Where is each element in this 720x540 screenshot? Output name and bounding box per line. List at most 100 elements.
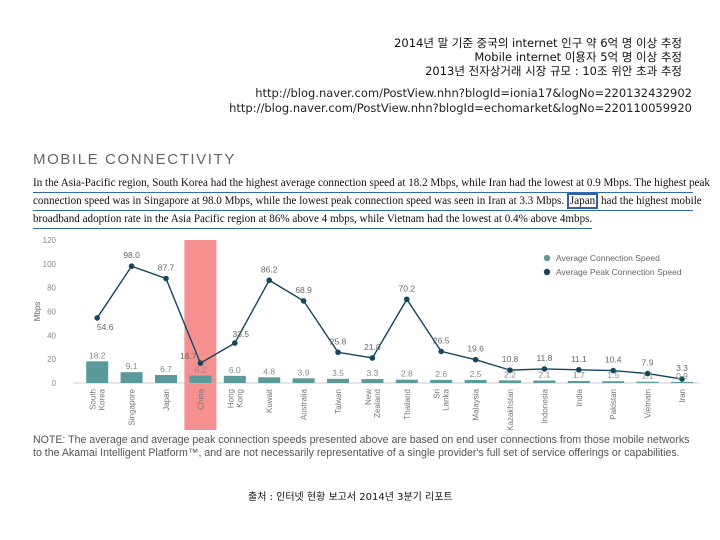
peak-value-label: 16.7 [180,351,197,361]
peak-value-label: 10.4 [605,355,622,365]
peak-value-label: 21.0 [364,342,381,352]
y-tick-label: 120 [43,236,57,245]
peak-point-5 [266,277,273,284]
peak-point-7 [335,349,341,356]
legend-label-peak: Average Peak Connection Speed [556,267,682,277]
peak-point-10 [438,348,445,355]
category-label: Singapore [128,388,137,425]
category-label: Pakistan [609,389,618,420]
peak-value-label: 25.8 [330,336,347,346]
bar-value-label: 18.2 [89,350,106,360]
category-label: Sri [433,389,442,399]
summary-line-3: broadband adoption rate in the Asia Paci… [33,211,593,229]
section-title: MOBILE CONNECTIVITY [33,151,236,168]
bar-value-label: 6.2 [194,365,206,375]
peak-value-label: 68.9 [295,285,312,295]
bar-value-label: 1.7 [573,370,585,380]
category-label: Iran [678,389,687,403]
bar-average-14 [567,380,590,383]
summary-line-2-end: had the highest mobile [600,195,702,207]
bar-average-4 [223,375,246,383]
bar-value-label: 4.8 [263,366,275,376]
peak-value-label: 54.6 [97,322,114,332]
category-label: Kuwait [265,388,274,413]
y-tick-label: 20 [47,355,56,364]
peak-value-label: 11.8 [536,353,552,363]
bar-value-label: 3.5 [332,368,344,378]
source-credit: 출처 : 인터넷 현황 보고서 2014년 3분기 리포트 [248,492,453,503]
bar-value-label: 2.6 [435,369,447,379]
source-urls: http://blog.naver.com/PostView.nhn?blogI… [172,86,692,116]
peak-value-label: 19.6 [467,344,484,354]
legend-marker-peak [543,268,551,276]
category-label: Australia [300,388,309,420]
peak-point-3 [197,360,204,366]
peak-value-label: 86.2 [261,264,278,274]
y-tick-label: 80 [47,284,56,293]
peak-point-8 [369,355,376,361]
peak-value-label: 98.0 [123,250,140,260]
bar-average-16 [636,381,659,383]
peak-point-11 [472,356,479,363]
peak-value-label: 26.5 [433,335,450,345]
legend-marker-average [543,254,551,262]
bar-average-13 [533,380,556,383]
category-label: Indonesia [540,388,549,423]
peak-point-1 [128,263,135,270]
bar-average-1 [120,372,143,383]
category-label: Japan [162,389,171,411]
y-tick-label: 0 [52,379,57,388]
y-tick-label: 100 [43,260,57,269]
peak-value-label: 3.3 [676,363,688,373]
peak-value-label: 33.5 [233,329,250,339]
summary-highlight-japan: Japan [566,193,599,209]
peak-value-label: 7.9 [642,358,654,368]
bar-value-label: 6.0 [229,365,241,375]
category-label: Zealand [373,389,382,418]
category-label: South [89,389,98,410]
peak-point-12 [507,367,513,373]
y-axis-label: Mbps [33,302,42,322]
peak-point-2 [163,275,169,282]
peak-point-9 [404,296,410,303]
category-label: Kong [235,389,244,408]
bar-value-label: 9.1 [126,361,138,371]
bar-value-label: 2.8 [401,369,413,379]
bar-average-12 [499,380,521,383]
bar-average-10 [430,379,453,383]
peak-point-4 [232,340,238,346]
bar-value-label: 3.9 [298,367,310,377]
footnote-line-1: NOTE: The average and average peak conne… [33,434,690,446]
bar-average-2 [155,375,177,383]
peak-point-14 [576,366,582,373]
category-label: Korea [98,388,107,410]
bar-average-0 [86,361,109,383]
peak-point-13 [541,366,548,372]
bar-value-label: 1.5 [607,370,619,380]
category-label: Thailand [403,389,412,420]
bar-average-15 [602,381,625,383]
bar-value-label: 1.1 [642,371,654,381]
connectivity-chart: 0 20 40 60 80 100 120 Mbps 18.2 9.1 6.7 6.2 6.0 4.8 3… [33,236,700,430]
peak-point-0 [94,315,100,321]
summary-line-2: connection speed was in Singapore at 98.… [33,193,702,211]
bar-value-label: 3.3 [366,368,378,378]
bar-average-5 [258,377,281,383]
footnote-line-2: to the Akamai Intelligent Platform™, and… [33,447,680,459]
chart-footnote: NOTE: The average and average peak conne… [33,434,698,460]
category-label: India [575,388,584,406]
peak-point-6 [300,298,307,304]
y-tick-label: 40 [47,331,56,340]
category-label: Lanka [442,388,451,410]
note-internet-population: 2014년 말 기준 중국의 internet 인구 약 6억 명 이상 추정 [394,36,682,50]
bar-average-11 [464,380,487,383]
y-tick-label: 60 [47,308,56,317]
source-url-2[interactable]: http://blog.naver.com/PostView.nhn?blogI… [229,101,692,115]
peak-value-label: 70.2 [399,283,416,293]
bar-average-17 [671,381,693,383]
peak-point-15 [610,367,616,374]
bar-average-9 [395,379,418,383]
source-url-1[interactable]: http://blog.naver.com/PostView.nhn?blogI… [255,86,692,100]
bar-value-label: 6.7 [160,364,172,374]
category-label: Taiwan [334,389,343,414]
